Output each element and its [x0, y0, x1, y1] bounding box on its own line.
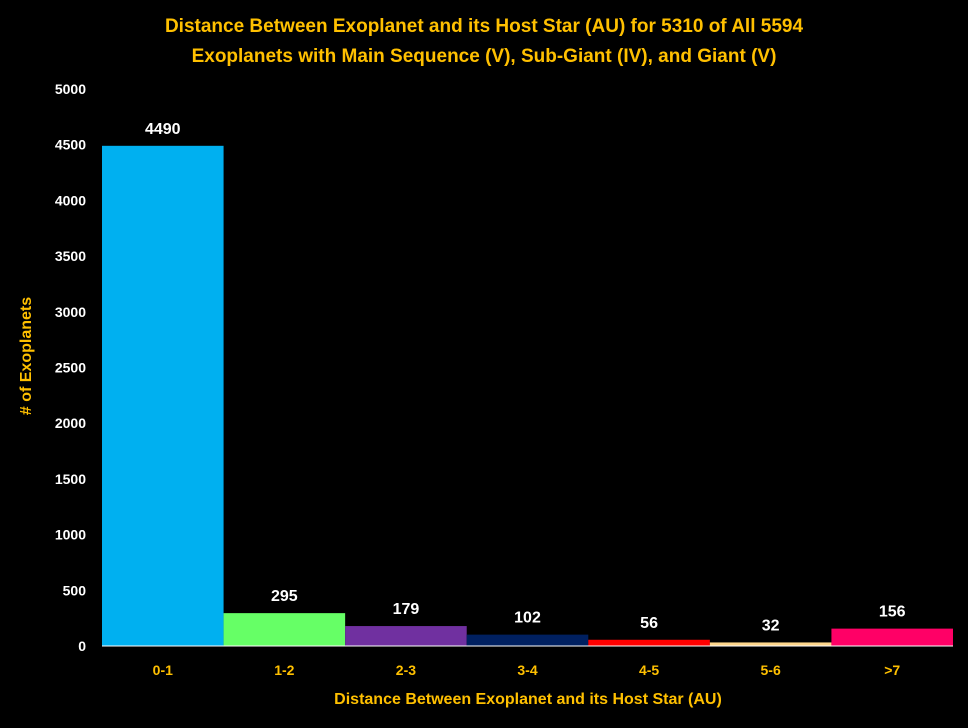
y-tick-label: 3500 [55, 248, 86, 264]
bar-data-label: 179 [393, 601, 420, 618]
y-tick-label: 4500 [55, 137, 86, 153]
bar-data-label: 156 [879, 604, 906, 621]
bar-data-label: 4490 [145, 121, 181, 138]
data-labels: 4490 295 179 102 56 32 156 [145, 121, 906, 635]
y-tick-label: 5000 [55, 81, 86, 97]
x-tick-label: 4-5 [639, 662, 659, 678]
y-tick-label: 1000 [55, 527, 86, 543]
x-axis-title: Distance Between Exoplanet and its Host … [334, 691, 722, 708]
bar [709, 642, 832, 646]
y-tick-label: 2000 [55, 415, 86, 431]
x-tick-label: >7 [884, 662, 900, 678]
bar [102, 145, 224, 646]
x-axis-ticks: 0-1 1-2 2-3 3-4 4-5 5-6 >7 [153, 662, 901, 678]
bar-data-label: 295 [271, 588, 298, 605]
y-tick-label: 2500 [55, 360, 86, 376]
chart-title-line-1: Distance Between Exoplanet and its Host … [165, 16, 804, 37]
bar [466, 634, 589, 646]
y-tick-label: 0 [78, 638, 86, 654]
y-axis-ticks: 0 500 1000 1500 2000 2500 3000 3500 4000 4500 5000 [55, 81, 86, 654]
y-tick-label: 3000 [55, 304, 86, 320]
y-tick-label: 500 [63, 582, 87, 598]
x-tick-label: 3-4 [517, 662, 537, 678]
y-tick-label: 4000 [55, 192, 86, 208]
bar [831, 628, 953, 646]
bar-data-label: 56 [640, 615, 658, 632]
chart-title-line-2: Exoplanets with Main Sequence (V), Sub-G… [192, 46, 777, 67]
bar-data-label: 32 [762, 617, 780, 634]
x-tick-label: 2-3 [396, 662, 416, 678]
bar [345, 626, 467, 646]
x-tick-label: 0-1 [153, 662, 173, 678]
x-tick-label: 1-2 [274, 662, 294, 678]
bar-data-label: 102 [514, 610, 541, 627]
y-tick-label: 1500 [55, 471, 86, 487]
y-axis-title: # of Exoplanets [18, 297, 35, 415]
bar [588, 639, 710, 646]
bars [102, 145, 953, 646]
x-tick-label: 5-6 [761, 662, 781, 678]
bar [223, 613, 346, 646]
